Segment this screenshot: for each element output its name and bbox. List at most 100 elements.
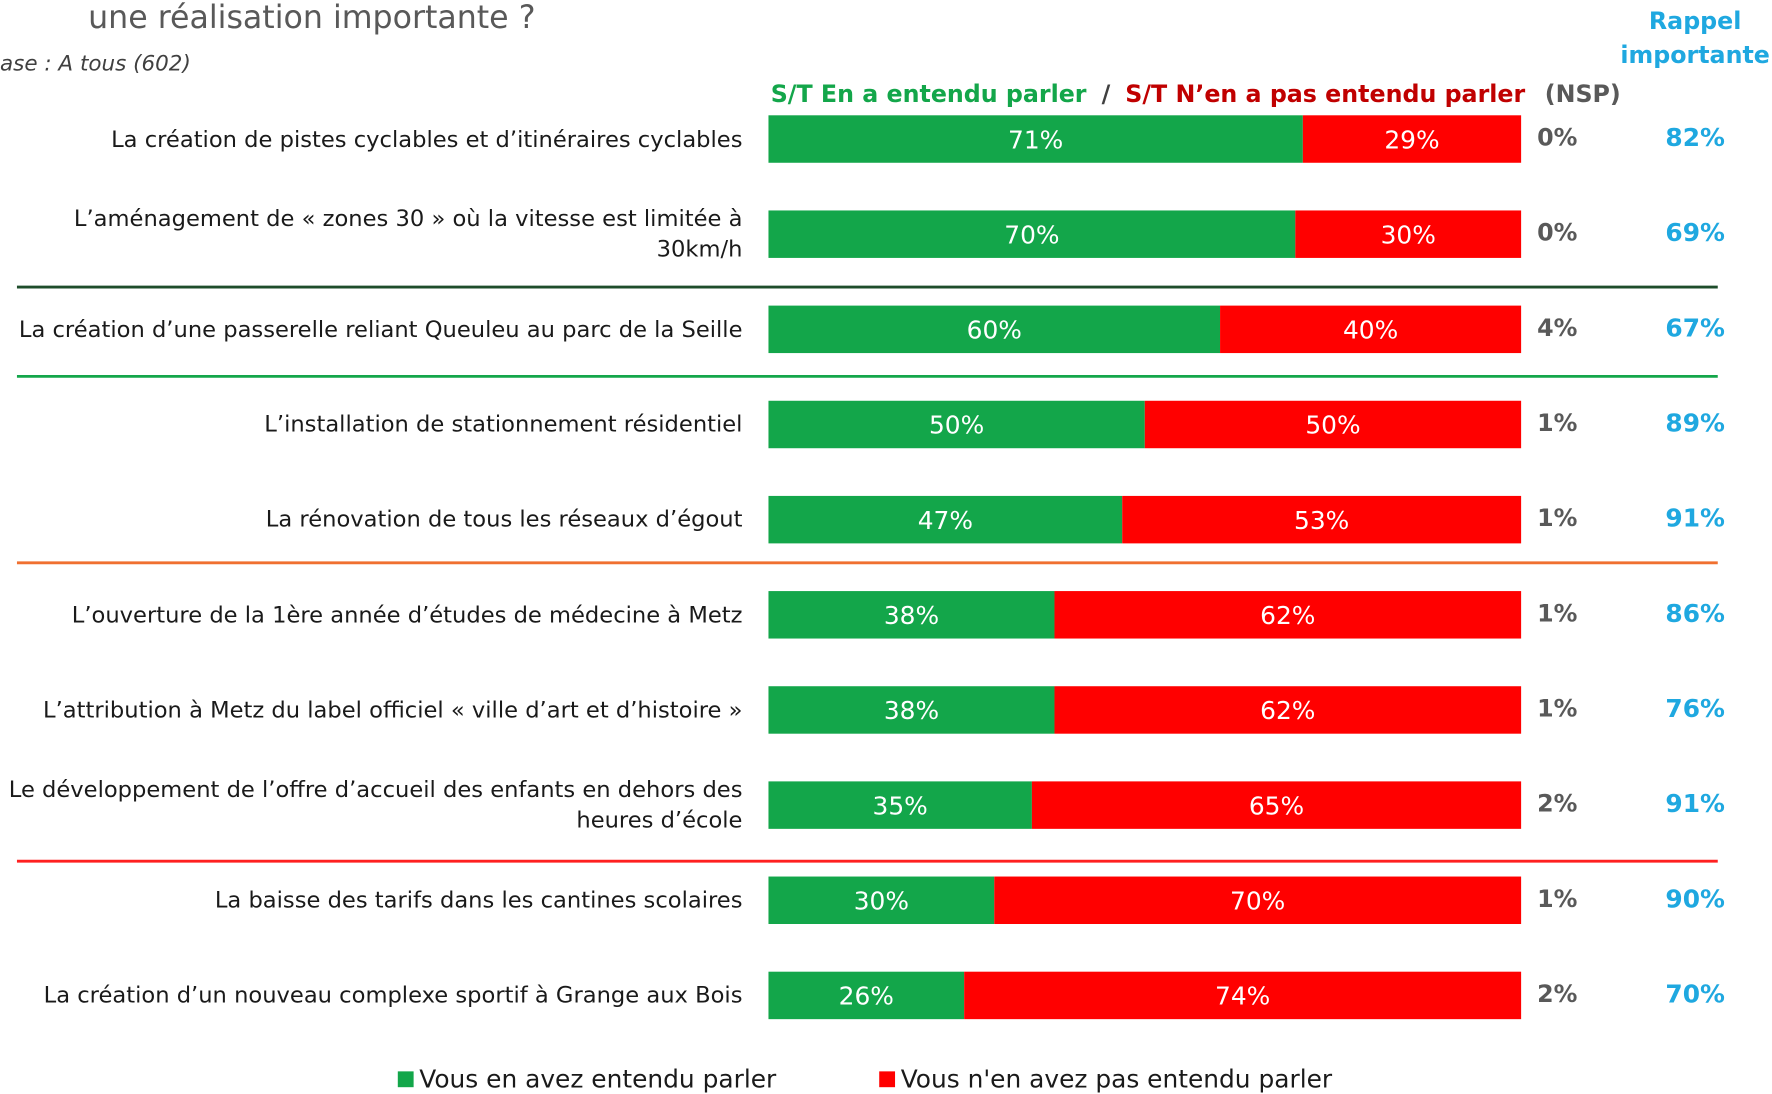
value-label: 74%: [1215, 982, 1270, 1011]
category-label: La baisse des tarifs dans les cantines s…: [214, 886, 743, 914]
bar-segment: [1122, 495, 1522, 544]
chart-subtitle: ase : A tous (602): [0, 51, 191, 76]
nsp-label: 2%: [1537, 980, 1578, 1008]
value-label: 30%: [854, 887, 909, 916]
value-label: 35%: [873, 791, 928, 820]
rappel-label: 86%: [1665, 599, 1725, 628]
rappel-label: 91%: [1665, 504, 1725, 533]
category-label: L’attribution à Metz du label officiel «…: [42, 695, 743, 723]
bar-segment: [1220, 305, 1522, 354]
bar-segment: [1144, 400, 1522, 449]
nsp-label: 2%: [1537, 790, 1578, 818]
rappel-label: 90%: [1665, 884, 1725, 913]
bar-segment: [1054, 686, 1522, 734]
header-nsp: (NSP): [1545, 79, 1621, 107]
value-label: 70%: [1230, 887, 1285, 916]
nsp-label: 0%: [1537, 124, 1578, 152]
value-label: 50%: [1305, 411, 1360, 440]
rappel-label: 76%: [1665, 694, 1725, 723]
category-label-wrap: L’ouverture de la 1ère année d’études de…: [0, 575, 743, 654]
bar-segment: [964, 971, 1522, 1020]
value-label: 71%: [1008, 125, 1063, 154]
nsp-label: 1%: [1537, 885, 1578, 913]
chart-title: une réalisation importante ?: [88, 0, 535, 36]
category-label-wrap: La création d’un nouveau complexe sporti…: [0, 956, 743, 1035]
category-label-box: L’aménagement de « zones 30 » où la vite…: [0, 195, 743, 274]
category-label-box: L’attribution à Metz du label officiel «…: [0, 670, 742, 749]
bar-segment: [1302, 115, 1522, 163]
category-label: L’ouverture de la 1ère année d’études de…: [71, 600, 743, 628]
nsp-label: 1%: [1537, 694, 1578, 722]
bar-segment: [768, 781, 1032, 829]
bar-segment: [994, 876, 1522, 925]
category-label-wrap: Le développement de l’offre d’accueil de…: [0, 766, 743, 845]
category-label: L’aménagement de « zones 30 » où la vite…: [73, 204, 743, 263]
category-label-box: Le développement de l’offre d’accueil de…: [0, 766, 743, 845]
value-label: 47%: [918, 506, 973, 535]
rappel-header: Rappel: [1649, 7, 1741, 35]
value-label: 62%: [1260, 601, 1315, 630]
bar-segment: [768, 305, 1221, 354]
value-label: 38%: [884, 696, 939, 725]
category-label-wrap: La rénovation de tous les réseaux d’égou…: [0, 480, 743, 559]
category-label-box: La création d’une passerelle reliant Que…: [0, 290, 743, 369]
category-label-box: La création de pistes cyclables et d’iti…: [0, 99, 742, 178]
bar-segment: [1295, 210, 1522, 258]
category-label: L’installation de stationnement résident…: [264, 410, 743, 438]
header-red: S/T N’en a pas entendu parler: [1125, 79, 1525, 107]
category-label: La création de pistes cyclables et d’iti…: [111, 124, 743, 153]
rappel-label: 70%: [1665, 979, 1725, 1008]
bar-segment: [768, 210, 1296, 258]
rappel-header: importante: [1620, 41, 1769, 69]
category-label-wrap: La création d’une passerelle reliant Que…: [0, 290, 743, 369]
nsp-label: 1%: [1537, 504, 1578, 532]
nsp-label: 1%: [1537, 409, 1578, 437]
category-label-box: L’ouverture de la 1ère année d’études de…: [0, 575, 743, 654]
legend-label: Vous n'en avez pas entendu parler: [901, 1064, 1333, 1093]
category-label-box: La baisse des tarifs dans les cantines s…: [0, 861, 743, 940]
rappel-label: 89%: [1665, 408, 1725, 437]
category-label-wrap: L’attribution à Metz du label officiel «…: [0, 670, 742, 749]
value-label: 60%: [967, 316, 1022, 345]
value-label: 30%: [1381, 220, 1436, 249]
category-label: La rénovation de tous les réseaux d’égou…: [265, 505, 743, 533]
value-label: 53%: [1294, 506, 1349, 535]
value-label: 65%: [1249, 791, 1304, 820]
nsp-label: 4%: [1537, 314, 1578, 342]
rappel-label: 82%: [1665, 123, 1725, 152]
nsp-label: 1%: [1537, 599, 1578, 627]
category-label-box: La rénovation de tous les réseaux d’égou…: [0, 480, 743, 559]
category-label: Le développement de l’offre d’accueil de…: [8, 775, 743, 834]
value-label: 38%: [884, 601, 939, 630]
nsp-label: 0%: [1537, 219, 1578, 247]
legend-swatch: [397, 1071, 414, 1088]
value-label: 70%: [1004, 220, 1059, 249]
bar-segment: [1054, 591, 1522, 639]
bar-segment: [768, 971, 965, 1020]
value-label: 62%: [1260, 696, 1315, 725]
category-label-wrap: La création de pistes cyclables et d’iti…: [0, 99, 742, 178]
bar-segment: [768, 495, 1123, 544]
bar-segment: [768, 115, 1303, 163]
category-label: La création d’une passerelle reliant Que…: [18, 315, 743, 343]
bar-segment: [1031, 781, 1522, 829]
category-label-wrap: La baisse des tarifs dans les cantines s…: [0, 861, 743, 940]
header-green: S/T En a entendu parler: [771, 79, 1087, 107]
column-header: S/T En a entendu parler / S/T N’en a pas…: [771, 79, 1621, 107]
value-label: 26%: [839, 982, 894, 1011]
category-label: La création d’un nouveau complexe sporti…: [43, 981, 743, 1009]
bar-segment: [768, 400, 1145, 449]
category-label-box: La création d’un nouveau complexe sporti…: [0, 956, 743, 1035]
legend-swatch: [879, 1071, 896, 1088]
value-label: 40%: [1343, 316, 1398, 345]
bar-segment: [768, 591, 1055, 639]
header-sep: /: [1102, 79, 1111, 107]
value-label: 29%: [1384, 125, 1439, 154]
rappel-label: 69%: [1665, 218, 1725, 247]
rappel-label: 91%: [1665, 789, 1725, 818]
legend-label: Vous en avez entendu parler: [419, 1064, 777, 1093]
category-label-wrap: L’aménagement de « zones 30 » où la vite…: [0, 195, 743, 274]
value-label: 50%: [929, 411, 984, 440]
bar-segment: [768, 686, 1055, 734]
